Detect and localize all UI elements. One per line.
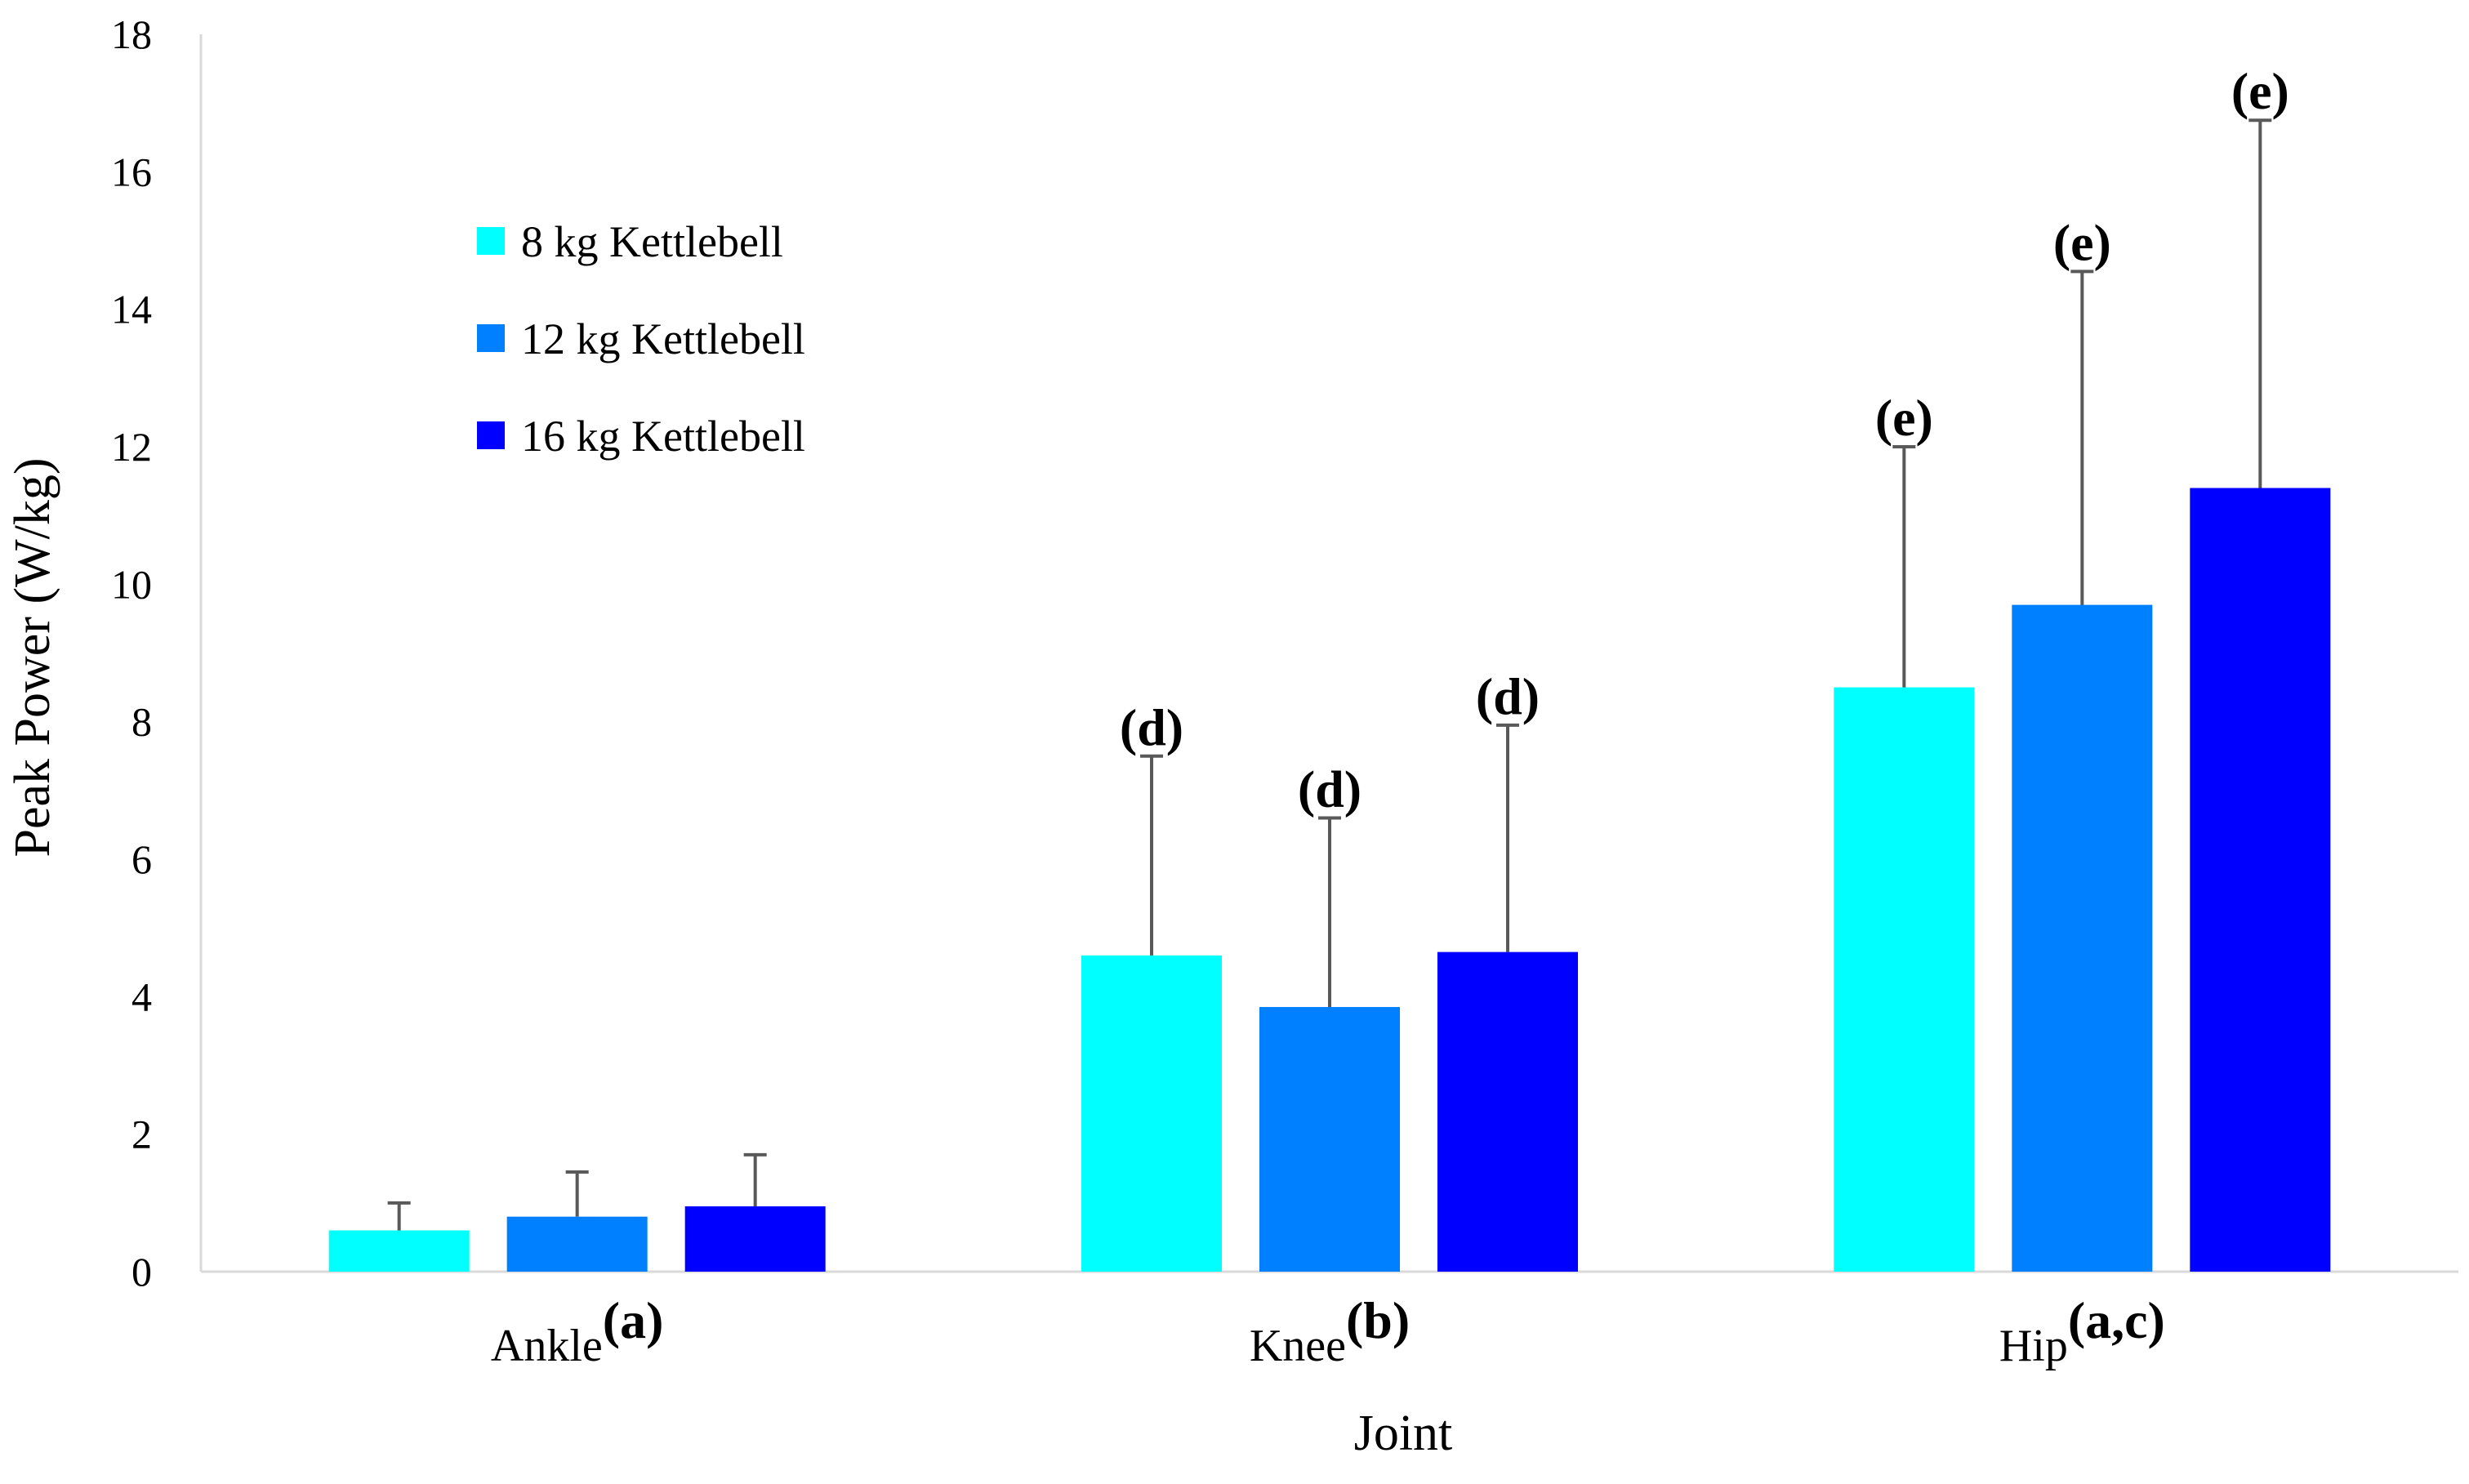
bar	[328, 1230, 470, 1272]
y-tick-label: 0	[131, 1249, 152, 1295]
significance-annotation: (d)	[1298, 760, 1362, 818]
x-tick-superscript: (a,c)	[2068, 1291, 2165, 1349]
x-tick-label: Hip	[1999, 1321, 2068, 1371]
x-category-label: Ankle(a)	[491, 1291, 663, 1371]
y-tick-label: 18	[111, 11, 152, 57]
legend-label: 12 kg Kettlebell	[521, 314, 805, 363]
legend-swatch	[477, 227, 505, 255]
legend-swatch	[477, 421, 505, 449]
bar	[1259, 1006, 1400, 1272]
x-tick-label: Knee	[1250, 1321, 1346, 1371]
significance-annotation: (d)	[1120, 698, 1183, 756]
x-category-label: Hip(a,c)	[1999, 1291, 2165, 1371]
y-tick-label: 4	[131, 974, 152, 1019]
legend: 8 kg Kettlebell 12 kg Kettlebell 16 kg Ket…	[477, 217, 805, 461]
significance-annotation: (e)	[2231, 62, 2289, 120]
bar	[1437, 951, 1578, 1272]
y-axis-title: Peak Power (W/kg)	[5, 458, 60, 858]
significance-annotation: (e)	[1875, 389, 1933, 447]
significance-annotation: (d)	[1476, 667, 1540, 725]
y-tick-label: 16	[111, 149, 152, 194]
y-axis: 0 2 4 6 8 10 12 14 16 18	[111, 11, 203, 1295]
bars-group: (d) (e) (d) (e) (d) (e)	[328, 62, 2331, 1272]
x-axis-title: Joint	[1354, 1406, 1453, 1461]
bar	[1834, 687, 1975, 1272]
x-category-label: Knee(b)	[1250, 1291, 1410, 1371]
x-tick-superscript: (b)	[1346, 1291, 1410, 1349]
y-tick-label: 12	[111, 424, 152, 470]
bar	[684, 1206, 826, 1272]
bar	[506, 1216, 648, 1272]
bar	[2012, 604, 2153, 1272]
x-tick-label: Ankle	[491, 1321, 603, 1371]
y-tick-label: 8	[131, 699, 152, 745]
x-tick-superscript: (a)	[603, 1291, 664, 1349]
significance-annotation: (e)	[2053, 213, 2111, 271]
legend-swatch	[477, 324, 505, 352]
legend-label: 8 kg Kettlebell	[521, 217, 783, 266]
y-tick-label: 6	[131, 836, 152, 882]
bar	[1081, 955, 1222, 1272]
y-tick-label: 2	[131, 1112, 152, 1157]
bar	[2190, 488, 2331, 1272]
y-tick-label: 10	[111, 561, 152, 607]
x-axis: Ankle(a) Knee(b) Hip(a,c)	[201, 1270, 2458, 1371]
legend-label: 16 kg Kettlebell	[521, 412, 805, 461]
y-tick-label: 14	[111, 287, 152, 332]
